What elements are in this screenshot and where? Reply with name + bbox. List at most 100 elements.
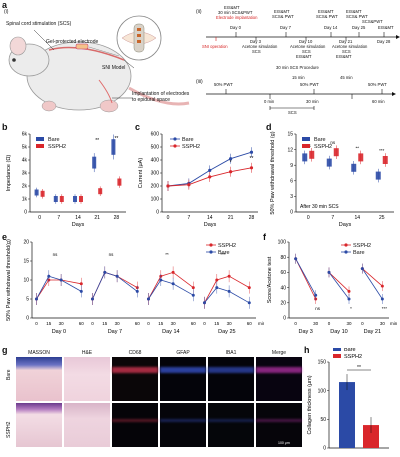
tl-top-8: SCS& PWT (346, 14, 368, 19)
t0-label: 0 min (264, 99, 275, 104)
b-box (92, 156, 97, 169)
f-ytick-label: 80 (280, 255, 286, 261)
b-ytick-label: 5k (22, 145, 28, 151)
e-ytick-label: 15 (23, 259, 29, 265)
d-legend-label: SSPH2 (314, 144, 332, 150)
e-point (191, 293, 195, 297)
chart-c: 0 100 200 300 400 500 600 Current (μA) Days 0 7 14 2… (138, 132, 258, 228)
pwt-0: 50% PWT (214, 82, 233, 87)
f-group-label: Day 10 (330, 329, 347, 335)
pwt-60: 50% PWT (368, 82, 387, 87)
e-series-line (36, 279, 82, 300)
chart-b: 0 1k 2k 3k 4k 5k 6k Impedance (Ω) Days 0 7 14 21 28 **… (6, 132, 126, 228)
b-box (73, 196, 77, 202)
h-ylabel: Collagen thickness (μm) (307, 375, 313, 434)
h-legend-label: SSPH2 (344, 354, 362, 360)
b-box (117, 178, 122, 186)
tl-bot-2: Acetone simulation (290, 44, 326, 49)
f-series-line (361, 268, 383, 300)
c-point (229, 157, 233, 161)
day-14: Day 14 (324, 25, 338, 30)
fluorescence-band (208, 419, 254, 422)
f-legend-marker (344, 243, 348, 247)
d-box (302, 153, 308, 162)
panel-letter-h: h (304, 345, 310, 355)
b-legend-label: SSPH2 (48, 144, 66, 150)
e-legend-label: SSPH2 (218, 243, 236, 249)
f-series-line (295, 258, 317, 296)
b-box (53, 196, 58, 202)
day-0: Day 0 (230, 25, 241, 30)
e-xtick-label: 60 (247, 321, 253, 326)
e-point (34, 297, 38, 301)
c-ytick-label: 200 (151, 184, 160, 190)
c-point (249, 150, 254, 154)
e-point (171, 270, 175, 274)
h-ytick-label: 100 (318, 388, 327, 394)
e-point (146, 297, 150, 301)
d-ytick-label: 0 (290, 210, 293, 216)
tl-bot-0: Acetone simulation (242, 44, 278, 49)
panel-letter-c: c (135, 122, 141, 132)
day-7: Day 7 (280, 25, 291, 30)
tl-top-2: Electrode implantation (216, 15, 258, 20)
d-xtick-label: 14 (354, 215, 360, 221)
e-xtick-label: 15 (46, 321, 52, 326)
b-box (98, 188, 103, 195)
e-series-line (204, 287, 250, 304)
part-iii-label: (iii) (196, 79, 203, 85)
c-xtick-label: 21 (228, 215, 234, 221)
tl-bot-7: EIS&MT (336, 54, 352, 59)
tissue-image-tile (160, 403, 206, 447)
sni-operation: SNI operation (202, 44, 228, 49)
b-ylabel: Impedance (Ω) (6, 155, 12, 192)
c-ytick-label: 400 (151, 158, 160, 164)
column-label: GFAP (176, 350, 190, 356)
tl-bot-3: SCS (302, 49, 311, 54)
h-bar (339, 382, 355, 448)
e-xtick-label: 30 (171, 321, 177, 326)
panel-letter-f: f (263, 232, 266, 242)
e-ytick-label: 0 (26, 316, 29, 322)
e-xtick-label: 0 (203, 321, 206, 326)
h-ytick-label: 50 (320, 417, 326, 423)
c-ytick-label: 500 (151, 145, 160, 151)
e-annotation: ** (165, 252, 169, 257)
t15-label: 15 min (292, 75, 305, 80)
f-xtick-label: 30 (380, 321, 386, 326)
c-point (208, 168, 212, 172)
panel-letter-b: b (2, 122, 8, 132)
f-series-line (362, 268, 383, 287)
c-ytick-label: 0 (156, 210, 159, 216)
h-legend-label: Bare (344, 348, 356, 353)
e-point (247, 286, 251, 290)
e-xtick-label: 30 (59, 321, 65, 326)
h-bar (363, 425, 379, 448)
chart-e: 0 5 10 15 20 50% Paw withdrawal threshold(g) D… (6, 239, 264, 335)
d-annotation: *** (379, 148, 385, 153)
f-xtick-label: 0 (361, 321, 364, 326)
day-28: Day 28 (377, 39, 391, 44)
h-ytick-label: 0 (323, 446, 326, 452)
panel-a-procedure: (iii) 30 min SCS Procedure 50% PWT 50% P… (196, 62, 400, 118)
d-box (333, 148, 339, 157)
e-point (90, 297, 94, 301)
tl-top-9: SCS&PWT (362, 19, 383, 24)
d-ytick-label: 9 (290, 163, 293, 169)
b-annotation: ** (95, 138, 99, 144)
d-annotation: ** (355, 145, 359, 150)
e-series-line (92, 271, 138, 300)
tissue-image-tile (208, 357, 254, 401)
column-label: MASSON (28, 350, 50, 356)
c-point (166, 184, 170, 188)
tissue-image-tile (160, 357, 206, 401)
b-xtick-label: 7 (57, 215, 60, 221)
e-group-label: Day 0 (52, 329, 66, 335)
tl-bot-5: Acetone simulation (332, 44, 368, 49)
d-ylabel: 50% Paw withdrawal threshold (g) (270, 131, 276, 214)
tl-bot-1: SCS (252, 49, 261, 54)
tissue-image-tile (112, 403, 158, 447)
tl-top-0: EIS&MT (224, 5, 240, 10)
e-series-line (92, 271, 138, 300)
d-legend-label: Bare (314, 137, 326, 143)
